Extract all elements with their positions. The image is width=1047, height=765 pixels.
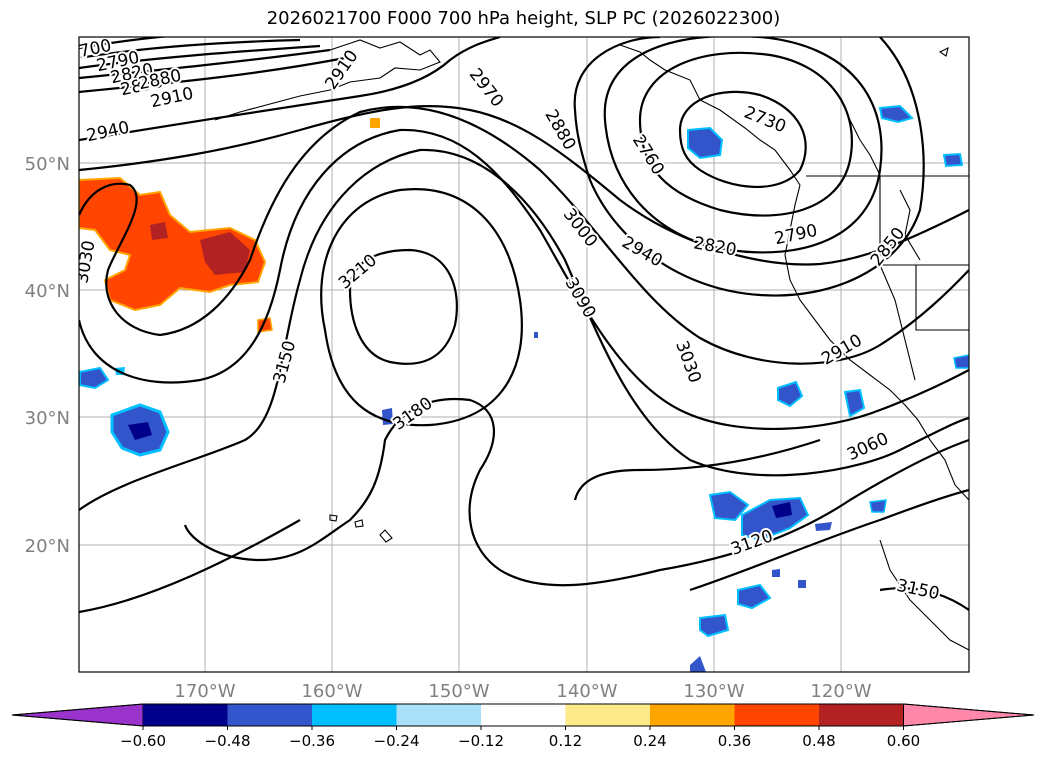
colorbar-tick-label: 0.24	[633, 732, 666, 750]
colorbar-tick-label: 0.60	[887, 732, 920, 750]
colorbar-tick-labels: −0.60 −0.48 −0.36 −0.24 −0.12 0.12 0.24 0.36 0.4…	[120, 726, 920, 750]
colorbar-segment	[650, 704, 735, 726]
lon-label: 130°W	[683, 681, 744, 702]
lon-label: 140°W	[556, 681, 617, 702]
lon-label: 170°W	[174, 681, 235, 702]
lat-label: 20°N	[25, 536, 70, 557]
coastlines	[214, 39, 969, 651]
lon-label: 120°W	[810, 681, 871, 702]
lat-label: 40°N	[25, 281, 70, 302]
colorbar-tick-label: 0.36	[718, 732, 751, 750]
colorbar-extend-right	[903, 703, 1035, 727]
colorbar-tick-label: −0.60	[120, 732, 166, 750]
colorbar-segment	[312, 704, 397, 726]
longitude-labels: 170°W 160°W 150°W 140°W 130°W 120°W	[174, 681, 871, 702]
colorbar-segment	[143, 704, 228, 726]
lat-label: 50°N	[25, 154, 70, 175]
lon-label: 160°W	[301, 681, 362, 702]
colorbar-segment	[734, 704, 819, 726]
colorbar-tick-label: 0.12	[549, 732, 582, 750]
colorbar-tick-label: −0.24	[374, 732, 420, 750]
map-frame	[78, 36, 970, 673]
height-contours	[79, 37, 969, 614]
colorbar-tick-label: −0.36	[289, 732, 335, 750]
colorbar-segment	[481, 704, 566, 726]
colorbar-tick-label: −0.48	[205, 732, 251, 750]
lon-label: 150°W	[428, 681, 489, 702]
map-title: 2026021700 F000 700 hPa height, SLP PC (…	[266, 8, 781, 29]
colorbar-segment	[227, 704, 312, 726]
colorbar-tick-label: −0.12	[458, 732, 504, 750]
lat-label: 30°N	[25, 408, 70, 429]
colorbar	[11, 703, 1035, 727]
latitude-labels: 50°N 40°N 30°N 20°N	[25, 154, 70, 557]
colorbar-segment	[565, 704, 650, 726]
anomaly-shading	[79, 104, 969, 672]
colorbar-segment	[819, 704, 904, 726]
colorbar-segment	[396, 704, 481, 726]
map-area	[79, 37, 969, 672]
colorbar-tick-label: 0.48	[802, 732, 835, 750]
colorbar-extend-left	[11, 703, 144, 727]
